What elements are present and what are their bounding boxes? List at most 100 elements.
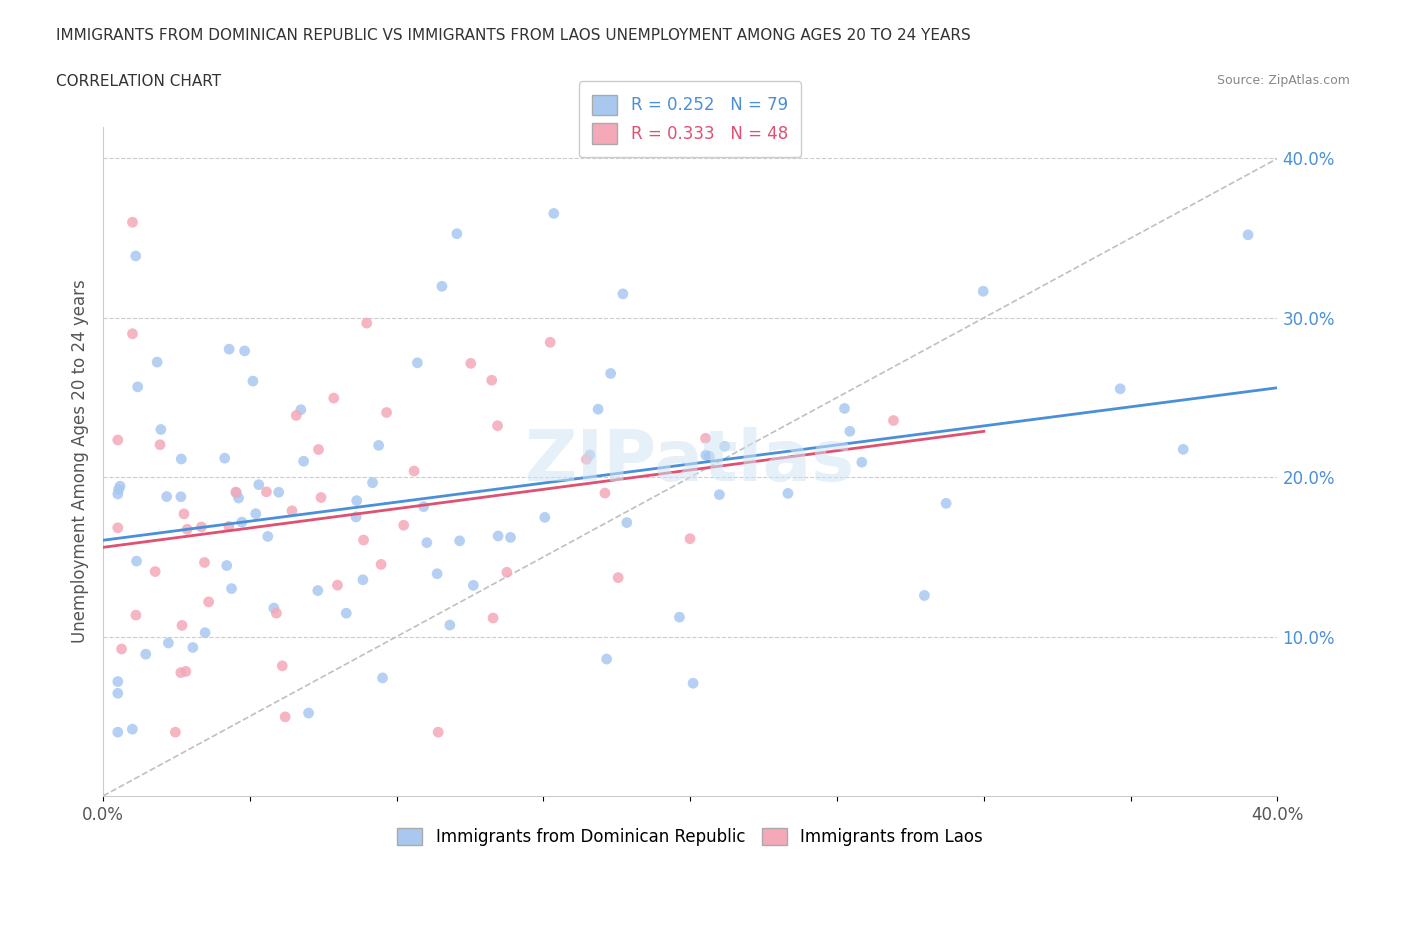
Point [285, 408, 308, 423]
Point [361, 475, 384, 490]
Point [446, 226, 468, 241]
Point [586, 402, 609, 417]
Point [538, 335, 561, 350]
Point [266, 605, 288, 620]
Point [460, 356, 482, 371]
Point [157, 635, 180, 650]
Point [679, 531, 702, 546]
Point [309, 490, 332, 505]
Point [430, 279, 453, 294]
Point [267, 485, 290, 499]
Point [110, 642, 132, 657]
Point [406, 355, 429, 370]
Point [121, 326, 143, 341]
Point [125, 553, 148, 568]
Point [245, 506, 267, 521]
Point [612, 286, 634, 301]
Point [143, 565, 166, 579]
Point [233, 343, 256, 358]
Point [439, 618, 461, 632]
Point [912, 588, 935, 603]
Point [404, 463, 426, 478]
Point [174, 664, 197, 679]
Point [194, 625, 217, 640]
Point [181, 640, 204, 655]
Point [292, 454, 315, 469]
Point [242, 374, 264, 389]
Point [578, 447, 600, 462]
Point [308, 442, 330, 457]
Point [146, 354, 169, 369]
Point [682, 676, 704, 691]
Point [307, 583, 329, 598]
Point [356, 315, 378, 330]
Point [231, 514, 253, 529]
Point [197, 594, 219, 609]
Point [1237, 227, 1260, 242]
Point [170, 452, 193, 467]
Legend: Immigrants from Dominican Republic, Immigrants from Laos: Immigrants from Dominican Republic, Immi… [389, 819, 991, 855]
Point [882, 413, 904, 428]
Point [346, 493, 368, 508]
Point [218, 519, 240, 534]
Point [326, 578, 349, 592]
Point [699, 449, 721, 464]
Point [695, 447, 717, 462]
Point [344, 510, 367, 525]
Y-axis label: Unemployment Among Ages 20 to 24 years: Unemployment Among Ages 20 to 24 years [72, 279, 89, 644]
Point [412, 499, 434, 514]
Point [149, 422, 172, 437]
Point [1173, 442, 1195, 457]
Point [713, 439, 735, 454]
Point [533, 510, 555, 525]
Point [107, 486, 129, 501]
Point [499, 530, 522, 545]
Point [595, 652, 617, 667]
Point [290, 403, 312, 418]
Point [607, 570, 630, 585]
Point [935, 496, 957, 511]
Point [838, 424, 860, 439]
Point [668, 610, 690, 625]
Point [107, 482, 129, 497]
Point [121, 722, 143, 737]
Point [335, 605, 357, 620]
Point [170, 489, 193, 504]
Point [107, 520, 129, 535]
Point [225, 485, 247, 500]
Text: Source: ZipAtlas.com: Source: ZipAtlas.com [1216, 74, 1350, 87]
Point [370, 557, 392, 572]
Point [165, 724, 187, 739]
Point [107, 432, 129, 447]
Point [271, 658, 294, 673]
Point [107, 724, 129, 739]
Point [482, 611, 505, 626]
Point [463, 578, 485, 592]
Point [776, 486, 799, 501]
Point [486, 528, 509, 543]
Point [170, 665, 193, 680]
Point [593, 485, 616, 500]
Point [392, 518, 415, 533]
Text: ZIPatlas: ZIPatlas [526, 427, 855, 496]
Point [228, 491, 250, 506]
Point [575, 452, 598, 467]
Point [193, 555, 215, 570]
Point [108, 479, 131, 494]
Point [449, 534, 471, 549]
Point [125, 248, 148, 263]
Point [367, 438, 389, 453]
Point [297, 706, 319, 721]
Point [426, 566, 449, 581]
Point [190, 520, 212, 535]
Point [214, 451, 236, 466]
Point [149, 437, 172, 452]
Point [173, 507, 195, 522]
Point [215, 558, 238, 573]
Point [121, 215, 143, 230]
Point [851, 455, 873, 470]
Point [263, 601, 285, 616]
Point [322, 391, 344, 405]
Text: CORRELATION CHART: CORRELATION CHART [56, 74, 221, 89]
Point [107, 674, 129, 689]
